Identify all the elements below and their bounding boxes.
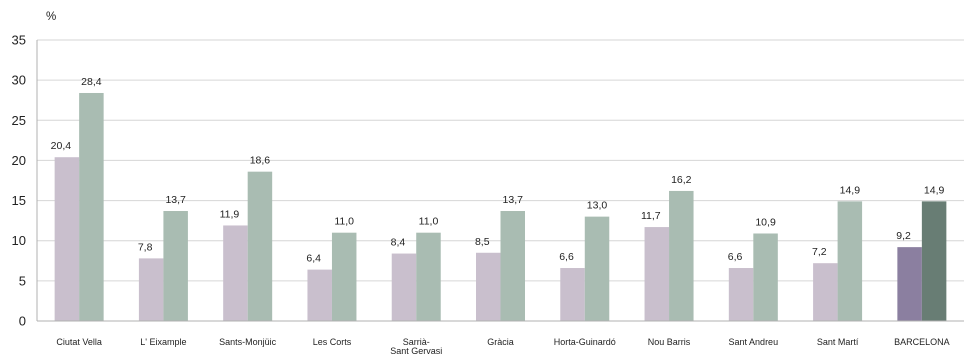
y-tick-label: 0 <box>19 314 26 329</box>
bar-series2 <box>753 233 778 321</box>
data-label: 20,4 <box>51 140 72 152</box>
x-axis: Ciutat Vella L' Eixample Sants-Monjüic Les … <box>37 320 964 356</box>
data-label: 11,0 <box>334 216 354 228</box>
y-tick-label: 30 <box>12 73 26 88</box>
data-label: 14,9 <box>924 184 945 196</box>
x-tick-label: Sant Martí <box>817 337 859 347</box>
y-axis-unit-label: % <box>46 11 56 23</box>
x-tick-label: Sants-Monjüic <box>219 337 277 347</box>
data-label: 9,2 <box>896 230 911 242</box>
x-tick-label: Les Corts <box>313 337 352 347</box>
bar-series1 <box>728 268 754 321</box>
bar-series2 <box>500 211 525 321</box>
y-tick-label: 35 <box>12 33 26 48</box>
bar-series2 <box>669 190 694 321</box>
bar-series2 <box>584 216 610 321</box>
bar-series2 <box>837 201 863 321</box>
x-tick-label: Sant Andreu <box>729 337 779 347</box>
data-label: 13,7 <box>165 194 186 206</box>
data-label: 8,4 <box>391 237 406 249</box>
bar-series1 <box>391 253 417 321</box>
bar-series2 <box>247 171 273 321</box>
y-axis: 0 5 10 15 20 25 30 35 <box>12 33 38 329</box>
bar-series1 <box>476 252 501 321</box>
bar-series1 <box>644 227 670 321</box>
x-tick-label: Sarrià-Sant Gervasi <box>390 337 442 356</box>
y-tick-label: 5 <box>19 273 26 288</box>
data-label: 11,0 <box>419 216 439 228</box>
data-labels: 20,4 28,4 7,8 13,7 11,9 18,6 6,4 11,0 8,4 11,0 8,5… <box>51 76 945 265</box>
bar-series2 <box>416 232 441 321</box>
x-tick-label: L' Eixample <box>140 337 186 347</box>
bar-series2 <box>79 92 104 321</box>
data-label: 6,6 <box>559 251 574 263</box>
y-tick-label: 10 <box>12 233 26 248</box>
bar-series1 <box>223 225 248 321</box>
data-label: 18,6 <box>250 155 271 167</box>
bars <box>54 92 947 321</box>
data-label: 16,2 <box>671 174 692 186</box>
data-label: 7,8 <box>138 241 153 253</box>
data-label: 10,9 <box>755 216 776 228</box>
data-label: 13,7 <box>503 194 524 206</box>
data-label: 11,9 <box>220 208 240 220</box>
bar-series1 <box>897 247 922 321</box>
y-tick-label: 25 <box>12 113 26 128</box>
y-tick-label: 20 <box>12 153 26 168</box>
bar-series1 <box>138 258 164 321</box>
data-label: 13,0 <box>587 200 608 212</box>
data-label: 6,6 <box>728 251 743 263</box>
x-tick-label: BARCELONA <box>894 337 950 347</box>
x-tick-label: Gràcia <box>487 337 514 347</box>
data-label: 14,9 <box>840 184 861 196</box>
x-tick-label: Horta-Guinardó <box>554 337 616 347</box>
bar-series2 <box>921 201 947 321</box>
data-label: 7,2 <box>812 246 827 258</box>
gridlines <box>37 39 964 282</box>
data-label: 8,5 <box>475 236 490 248</box>
bar-series2 <box>163 211 188 321</box>
x-tick-label: Nou Barris <box>648 337 691 347</box>
bar-series1 <box>54 157 80 321</box>
data-label: 28,4 <box>81 76 102 88</box>
x-tick-label: Ciutat Vella <box>56 337 102 347</box>
y-tick-label: 15 <box>12 193 26 208</box>
bar-series1 <box>307 269 332 321</box>
bar-series1 <box>560 268 585 321</box>
data-label: 6,4 <box>306 253 321 265</box>
data-label: 11,7 <box>641 210 661 222</box>
bar-series1 <box>813 263 838 321</box>
bar-series2 <box>331 232 357 321</box>
